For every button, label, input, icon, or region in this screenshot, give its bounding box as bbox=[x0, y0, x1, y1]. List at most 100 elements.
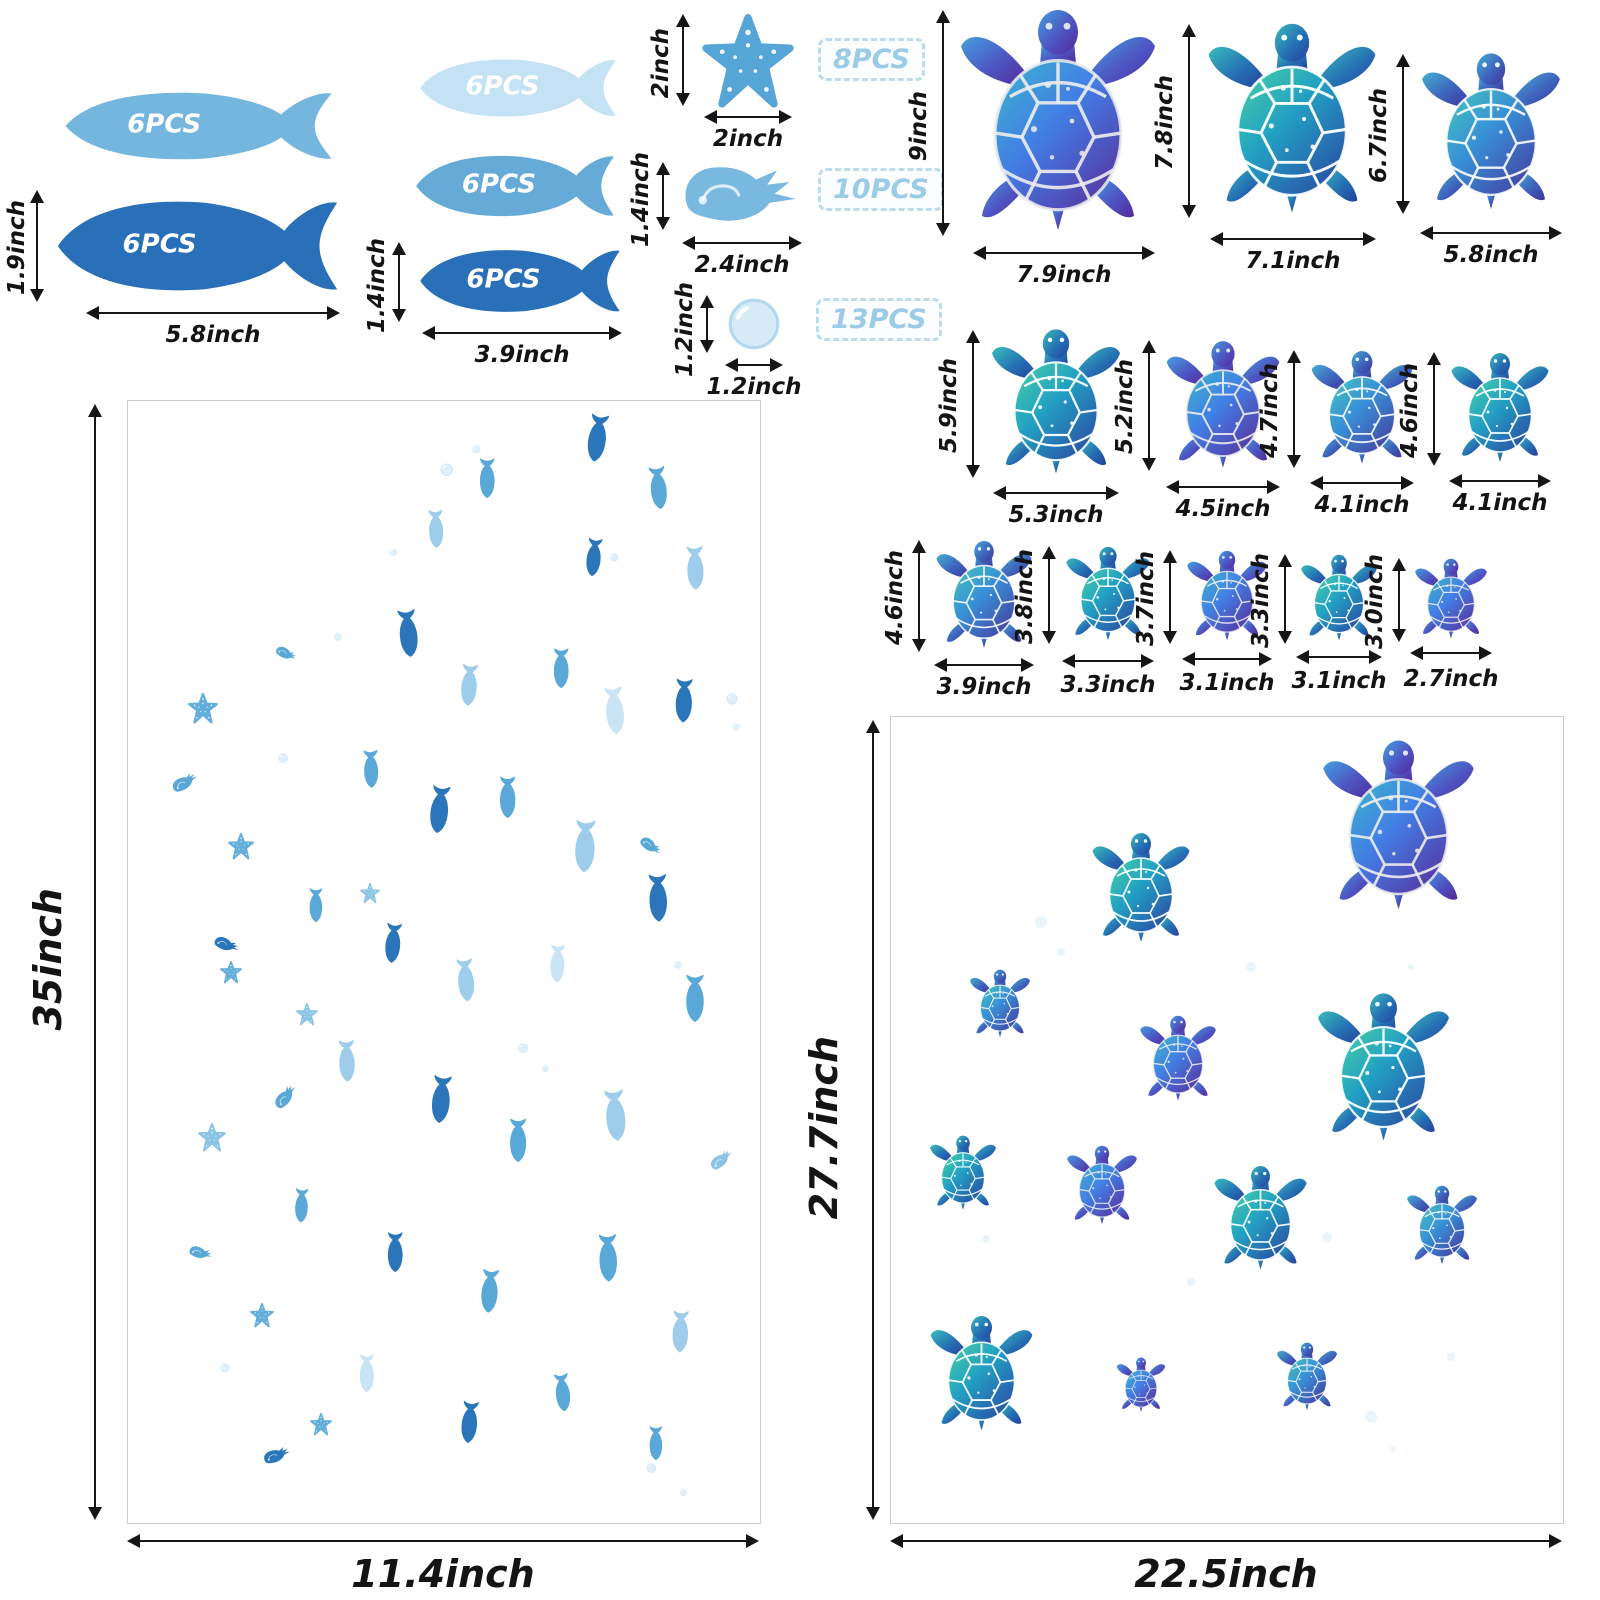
fish-decal bbox=[686, 545, 705, 591]
pcs-badge-label: 10PCS bbox=[833, 174, 929, 205]
fish-decal-small-pale: 6PCS bbox=[416, 52, 622, 124]
dimension-label: 9inch bbox=[906, 91, 932, 162]
dimension-arrow bbox=[1184, 658, 1270, 660]
turtle-decal bbox=[1322, 739, 1475, 911]
turtle-decal bbox=[1420, 52, 1562, 212]
sea-turtle-icon bbox=[1420, 52, 1562, 211]
conch-shell-decal bbox=[212, 934, 241, 955]
dimension-label: 4.7inch bbox=[1257, 363, 1283, 459]
conch-shell-decal bbox=[170, 769, 201, 795]
fish-decal bbox=[574, 819, 596, 873]
dimension-arrow bbox=[1312, 482, 1412, 484]
turtle-sheet-artwork bbox=[929, 739, 1478, 1452]
dimension-arrow bbox=[1048, 548, 1050, 642]
bubble-decal bbox=[278, 753, 289, 764]
dimension-arrow bbox=[1433, 354, 1435, 464]
dimension-arrow bbox=[1148, 342, 1150, 469]
dimension-label: 2inch bbox=[648, 28, 674, 99]
bubble-icon bbox=[726, 296, 782, 352]
fish-decal bbox=[648, 873, 668, 922]
dimension-arrow bbox=[1293, 352, 1295, 466]
turtle-decal bbox=[1316, 992, 1451, 1142]
pcs-badge-label: 8PCS bbox=[833, 44, 910, 75]
turtle-decal bbox=[990, 328, 1122, 476]
dimension-arrow bbox=[1188, 26, 1190, 216]
starfish-decal bbox=[228, 833, 254, 860]
dimension-label: 11.4inch bbox=[351, 1552, 535, 1596]
dimension-arrow bbox=[88, 312, 338, 314]
fish-decal bbox=[428, 509, 444, 549]
dimension-label: 2.7inch bbox=[1403, 666, 1499, 692]
fish-decal bbox=[479, 458, 495, 499]
bubble-decal bbox=[220, 1363, 230, 1373]
bubble-decal bbox=[732, 723, 740, 731]
dimension-label: 7.1inch bbox=[1245, 248, 1341, 274]
fish-pcs-label: 6PCS bbox=[127, 109, 202, 140]
bubble-decal bbox=[646, 1463, 657, 1474]
fish-decal bbox=[397, 608, 420, 658]
conch-shell-decal bbox=[261, 1444, 292, 1466]
dimension-label: 3.3inch bbox=[1060, 672, 1156, 698]
dimension-label: 3.9inch bbox=[936, 674, 1032, 700]
starfish-decal bbox=[360, 882, 380, 904]
conch-decal bbox=[678, 160, 802, 230]
fish-decal bbox=[510, 1118, 527, 1163]
turtle-decal bbox=[1139, 1015, 1217, 1102]
dimension-arrow bbox=[706, 116, 790, 118]
turtle-decal bbox=[1116, 1357, 1166, 1413]
fish-decal bbox=[649, 1426, 663, 1461]
conch-shell-decal bbox=[274, 644, 299, 664]
dimension-arrow bbox=[662, 164, 664, 228]
dimension-arrow bbox=[942, 12, 944, 234]
dimension-arrow bbox=[36, 192, 38, 300]
starfish-decal bbox=[702, 14, 794, 106]
fish-school bbox=[294, 413, 705, 1461]
dimension-label: 4.6inch bbox=[882, 550, 908, 646]
fish-decal bbox=[686, 974, 704, 1022]
dimension-arrow bbox=[1451, 480, 1549, 482]
sea-turtle-icon bbox=[990, 328, 1122, 475]
fish-decal bbox=[460, 1400, 479, 1444]
fish-decal-large-light: 6PCS bbox=[60, 84, 340, 168]
dimension-label: 4.5inch bbox=[1175, 496, 1271, 522]
fish-decal bbox=[359, 1354, 374, 1393]
fish-pcs-label: 6PCS bbox=[466, 264, 541, 295]
fish-decal bbox=[430, 1074, 452, 1124]
fish-decal-small-dark: 6PCS bbox=[416, 242, 626, 320]
fish-decal bbox=[604, 685, 626, 735]
fish-decal bbox=[549, 944, 566, 983]
dimension-label: 4.1inch bbox=[1314, 492, 1410, 518]
fish-decal bbox=[460, 663, 479, 707]
dimension-arrow bbox=[918, 542, 920, 650]
conch-shell-icon bbox=[683, 165, 798, 223]
turtle-decal bbox=[1206, 22, 1378, 216]
dimension-arrow bbox=[129, 1540, 757, 1542]
dimension-label: 27.7inch bbox=[802, 1036, 846, 1220]
bubble-decal bbox=[542, 1065, 549, 1072]
dimension-arrow bbox=[1284, 556, 1286, 642]
fish-decal bbox=[294, 1188, 309, 1223]
fish-decal bbox=[598, 1233, 618, 1282]
starfish-decal bbox=[310, 1413, 332, 1436]
fish-pcs-label: 6PCS bbox=[122, 229, 197, 260]
dimension-label: 1.2inch bbox=[706, 374, 802, 400]
turtle-decal bbox=[1276, 1342, 1338, 1411]
dimension-label: 5.8inch bbox=[1443, 242, 1539, 268]
pcs-badge: 10PCS bbox=[818, 168, 944, 211]
turtle-decal bbox=[929, 1315, 1034, 1432]
fish-decal bbox=[363, 749, 379, 789]
conch-shell-decal bbox=[637, 834, 664, 858]
turtle-decal bbox=[1450, 352, 1550, 464]
dimension-arrow bbox=[1169, 552, 1171, 642]
starfish-decal bbox=[220, 961, 242, 984]
bubble-decal bbox=[390, 549, 397, 556]
dimension-arrow bbox=[398, 244, 400, 320]
fish-decal-small-mid: 6PCS bbox=[412, 148, 620, 224]
fish-decal bbox=[500, 776, 516, 819]
fish-decal bbox=[338, 1039, 356, 1083]
dimension-label: 5.8inch bbox=[165, 322, 261, 348]
fish-decal bbox=[309, 888, 323, 923]
dimension-arrow bbox=[872, 722, 874, 1518]
dimension-label: 3.3inch bbox=[1248, 553, 1274, 649]
dimension-arrow bbox=[1402, 56, 1404, 212]
